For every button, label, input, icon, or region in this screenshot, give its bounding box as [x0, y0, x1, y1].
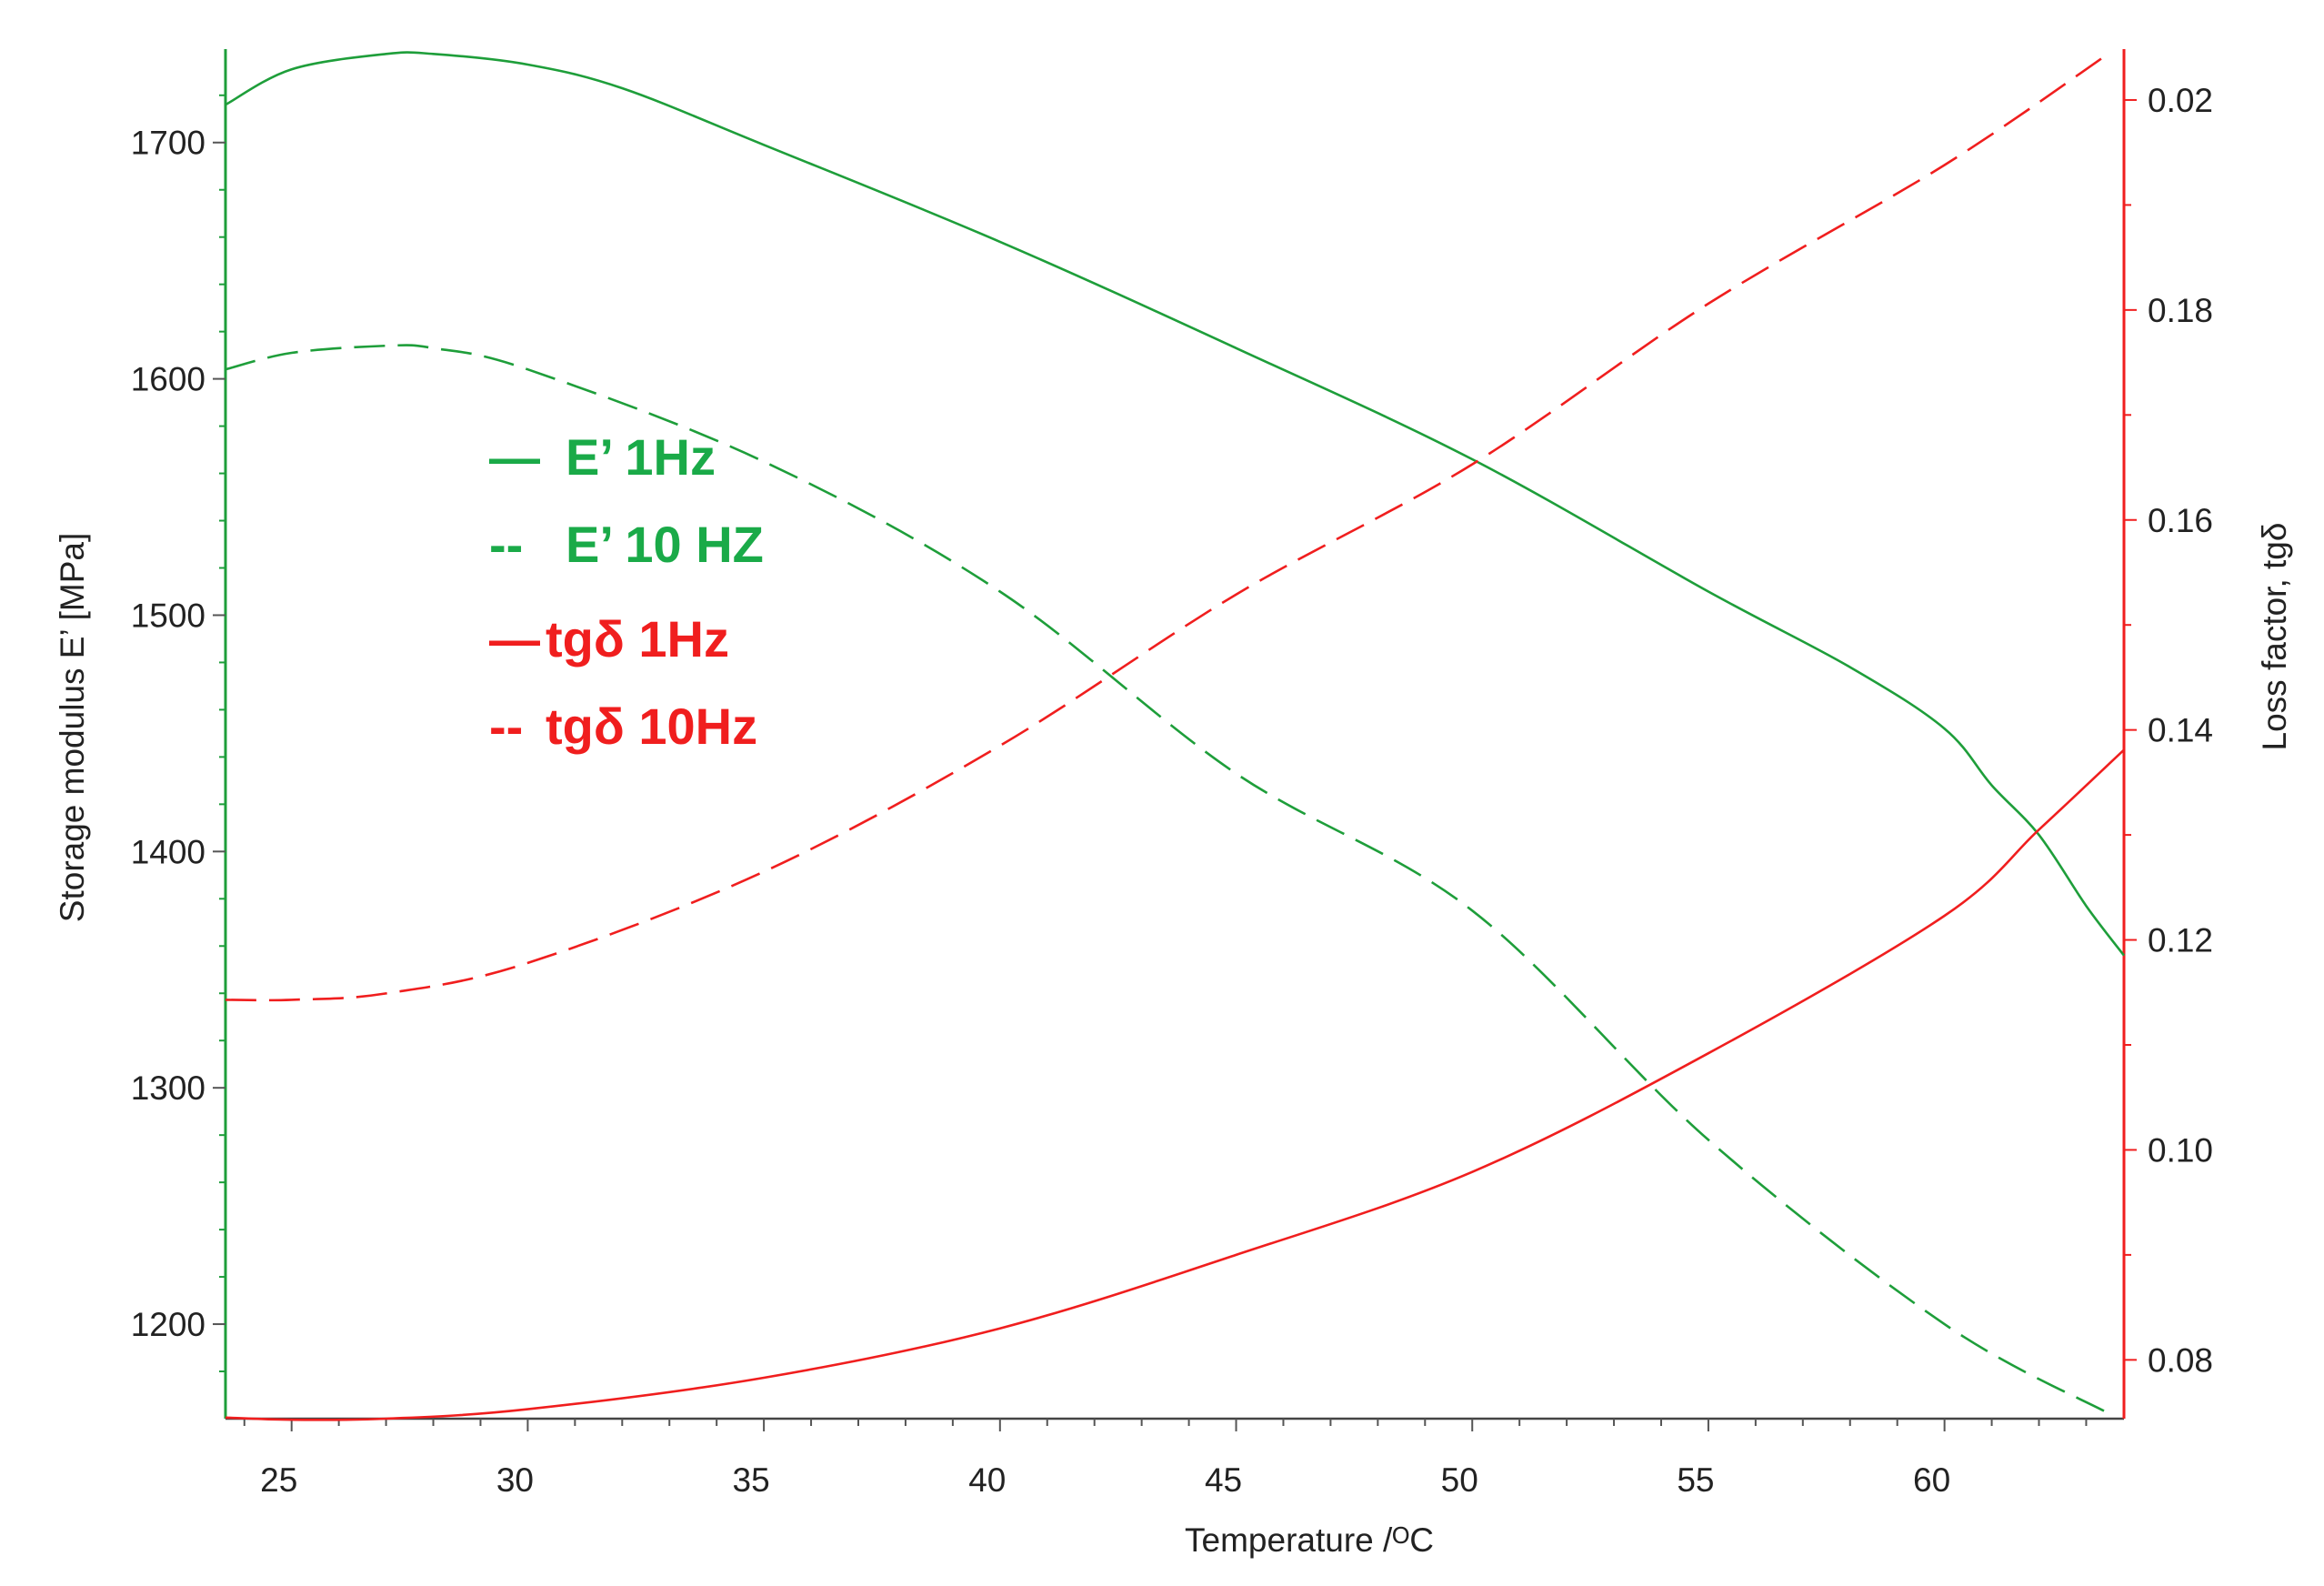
- legend-label-tgd-1hz: tgδ 1Hz: [546, 610, 729, 668]
- left-tick-label: 1200: [131, 1306, 205, 1343]
- left-tick-label: 1700: [131, 125, 205, 162]
- series-tgd-1hz: [225, 748, 2125, 1421]
- x-axis-title: Temperature /ᴼC: [1185, 1521, 1434, 1559]
- x-tick-label: 50: [1441, 1461, 1478, 1499]
- legend-label-e-1hz: E’ 1Hz: [566, 428, 716, 486]
- right-axis-ticks: 0.08 0.10 0.12 0.14 0.16 0.18 0.02: [2124, 82, 2213, 1379]
- x-tick-label: 55: [1677, 1461, 1714, 1499]
- series-layer: [225, 51, 2126, 1421]
- legend-marker-tgd-1hz: —: [489, 610, 540, 668]
- right-tick-label: 0.08: [2148, 1341, 2213, 1379]
- left-tick-label: 1400: [131, 833, 205, 870]
- x-tick-label: 25: [260, 1461, 297, 1499]
- right-tick-label: 0.10: [2148, 1131, 2213, 1169]
- left-tick-label: 1300: [131, 1069, 205, 1107]
- left-tick-label: 1500: [131, 597, 205, 634]
- right-y-axis-title: Loss factor, tgδ: [2256, 523, 2293, 751]
- legend-marker-e-10hz: --: [489, 516, 523, 573]
- series-e-10hz: [225, 344, 2111, 1415]
- x-tick-label: 30: [496, 1461, 534, 1499]
- x-tick-label: 35: [733, 1461, 770, 1499]
- right-tick-label: 0.12: [2148, 922, 2213, 959]
- left-y-axis-title: Storage modulus E’ [MPa]: [54, 533, 91, 922]
- right-tick-label: 0.18: [2148, 292, 2213, 329]
- left-axis-ticks: 1200 1300 1400 1500 1600 1700: [131, 94, 225, 1373]
- x-axis-ticks: 25 30 35 40 45 50 55 60: [243, 1419, 2088, 1499]
- x-tick-label: 45: [1205, 1461, 1242, 1499]
- legend-label-e-10hz: E’ 10 HZ: [566, 516, 764, 573]
- right-tick-label: 0.02: [2148, 82, 2213, 119]
- legend: — E’ 1Hz -- E’ 10 HZ — tgδ 1Hz -- tgδ 10…: [489, 428, 764, 755]
- series-e-1hz: [225, 51, 2126, 957]
- series-tgd-10hz: [225, 51, 2111, 1002]
- x-tick-label: 40: [968, 1461, 1006, 1499]
- x-tick-label: 60: [1913, 1461, 1950, 1499]
- legend-marker-tgd-10hz: --: [489, 698, 523, 755]
- legend-marker-e-1hz: —: [489, 428, 540, 486]
- right-tick-label: 0.16: [2148, 502, 2213, 539]
- left-tick-label: 1600: [131, 361, 205, 398]
- legend-label-tgd-10hz: tgδ 10Hz: [546, 698, 757, 755]
- right-tick-label: 0.14: [2148, 712, 2213, 749]
